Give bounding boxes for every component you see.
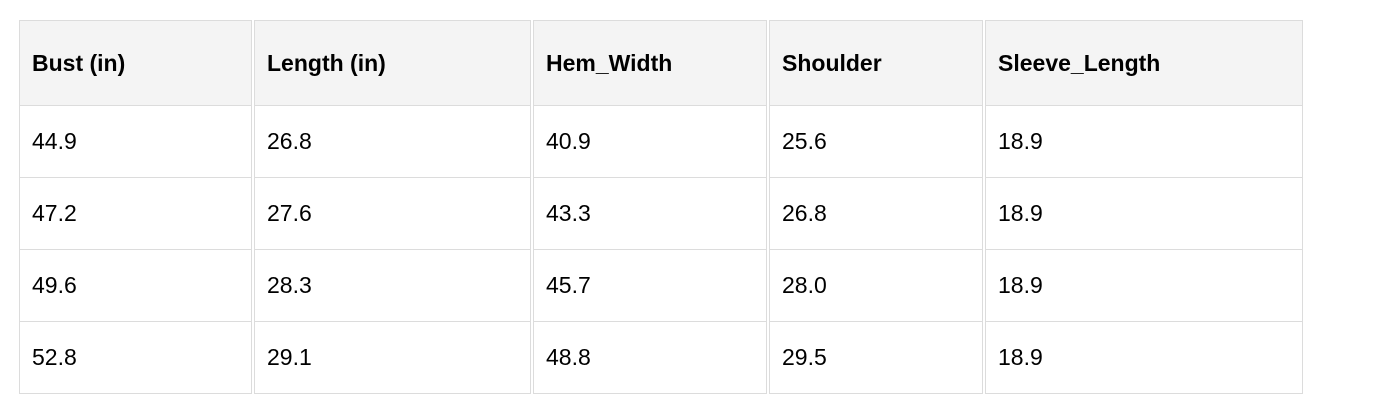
cell-length: 28.3	[254, 250, 531, 322]
header-shoulder: Shoulder	[769, 20, 983, 106]
header-hem-width: Hem_Width	[533, 20, 767, 106]
cell-hem-width: 48.8	[533, 322, 767, 394]
cell-sleeve-length: 18.9	[985, 106, 1303, 178]
cell-length: 29.1	[254, 322, 531, 394]
table-row: 52.8 29.1 48.8 29.5 18.9	[19, 322, 1303, 394]
table-row: 44.9 26.8 40.9 25.6 18.9	[19, 106, 1303, 178]
cell-bust: 49.6	[19, 250, 252, 322]
cell-shoulder: 29.5	[769, 322, 983, 394]
cell-hem-width: 40.9	[533, 106, 767, 178]
cell-sleeve-length: 18.9	[985, 322, 1303, 394]
cell-length: 27.6	[254, 178, 531, 250]
table-row: 47.2 27.6 43.3 26.8 18.9	[19, 178, 1303, 250]
cell-length: 26.8	[254, 106, 531, 178]
cell-shoulder: 25.6	[769, 106, 983, 178]
cell-bust: 52.8	[19, 322, 252, 394]
cell-hem-width: 45.7	[533, 250, 767, 322]
cell-bust: 47.2	[19, 178, 252, 250]
size-table: Bust (in) Length (in) Hem_Width Shoulder…	[17, 20, 1305, 394]
table-row: 49.6 28.3 45.7 28.0 18.9	[19, 250, 1303, 322]
header-sleeve-length: Sleeve_Length	[985, 20, 1303, 106]
header-row: Bust (in) Length (in) Hem_Width Shoulder…	[19, 20, 1303, 106]
cell-shoulder: 26.8	[769, 178, 983, 250]
header-bust: Bust (in)	[19, 20, 252, 106]
cell-sleeve-length: 18.9	[985, 250, 1303, 322]
cell-hem-width: 43.3	[533, 178, 767, 250]
cell-bust: 44.9	[19, 106, 252, 178]
cell-sleeve-length: 18.9	[985, 178, 1303, 250]
header-length: Length (in)	[254, 20, 531, 106]
cell-shoulder: 28.0	[769, 250, 983, 322]
